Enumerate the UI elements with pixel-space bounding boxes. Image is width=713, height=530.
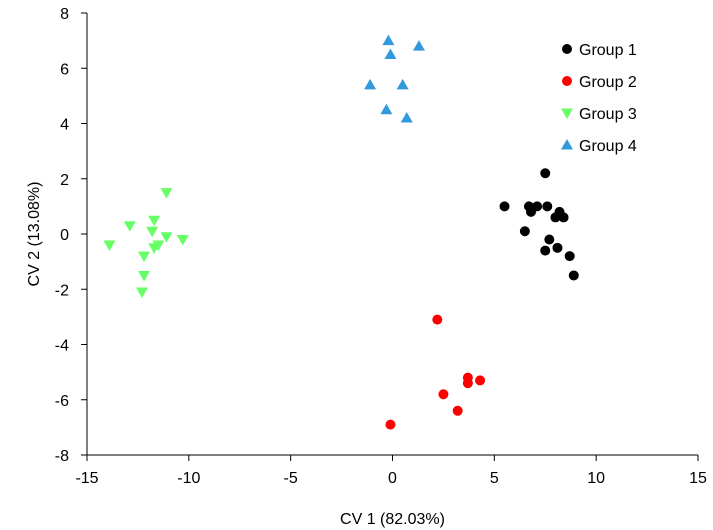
data-point-group-2 (385, 419, 396, 430)
legend-label-group-4: Group 4 (579, 138, 637, 155)
data-point-group-3 (123, 221, 136, 232)
data-point-group-3 (146, 226, 159, 238)
data-point-group-3 (138, 251, 151, 263)
data-point-group-3 (176, 235, 189, 246)
data-point-group-3 (160, 188, 173, 199)
data-point-group-3 (148, 243, 161, 254)
data-points (103, 34, 579, 430)
data-point-group-2 (438, 389, 449, 400)
y-axis-title: CV 2 (13.08%) (26, 182, 43, 287)
legend: Group 1 Group 2 Group 3 Group 4 (561, 42, 637, 155)
data-point-group-4 (384, 48, 397, 59)
data-point-group-1 (552, 242, 563, 253)
y-tick-label: 4 (60, 117, 69, 134)
data-point-group-2 (475, 375, 486, 386)
data-point-group-4 (412, 40, 425, 51)
x-axis-title: CV 1 (82.03%) (340, 511, 445, 528)
data-point-group-2 (452, 405, 463, 416)
data-point-group-4 (380, 103, 393, 115)
y-tick-label: -6 (55, 393, 69, 410)
data-point-group-3 (103, 240, 116, 252)
data-point-group-1 (564, 251, 575, 262)
y-tick-label: 0 (60, 227, 69, 244)
x-tick-label: 15 (689, 470, 707, 487)
y-tick-label: -8 (55, 448, 69, 465)
x-tick-label: 5 (490, 470, 499, 487)
data-point-group-2 (432, 314, 443, 325)
y-tick-label: 6 (60, 61, 69, 78)
data-point-group-2 (462, 378, 473, 389)
y-tick-label: 2 (60, 172, 69, 189)
x-tick-label: -10 (177, 470, 200, 487)
legend-marker-group-3 (561, 108, 573, 119)
y-tick-label: -2 (55, 282, 69, 299)
data-point-group-4 (400, 111, 413, 123)
data-point-group-1 (540, 168, 551, 179)
data-point-group-1 (568, 270, 579, 281)
data-point-group-1 (544, 234, 555, 245)
legend-marker-group-2 (562, 76, 572, 86)
legend-marker-group-4 (561, 139, 573, 150)
data-point-group-4 (364, 78, 377, 90)
data-point-group-1 (525, 206, 536, 217)
legend-label-group-2: Group 2 (579, 74, 637, 91)
data-point-group-1 (519, 226, 530, 237)
data-point-group-1 (558, 212, 569, 223)
data-point-group-3 (148, 215, 161, 227)
data-point-group-3 (138, 270, 151, 282)
x-tick-label: 10 (587, 470, 605, 487)
data-point-group-3 (160, 232, 173, 243)
legend-label-group-3: Group 3 (579, 106, 637, 123)
y-axis-ticks: -8 -6 -4 -2 0 2 4 6 8 (55, 6, 87, 465)
x-axis-ticks: -15 -10 -5 0 5 10 15 (75, 455, 707, 487)
data-point-group-1 (499, 201, 510, 212)
data-point-group-4 (396, 78, 409, 90)
data-point-group-1 (540, 245, 551, 256)
x-tick-label: -15 (75, 470, 98, 487)
legend-label-group-1: Group 1 (579, 42, 637, 59)
x-tick-label: 0 (388, 470, 397, 487)
y-tick-label: 8 (60, 6, 69, 23)
x-tick-label: -5 (284, 470, 298, 487)
data-point-group-4 (382, 34, 395, 46)
y-tick-label: -4 (55, 338, 69, 355)
data-point-group-3 (135, 287, 148, 299)
legend-marker-group-1 (562, 44, 572, 54)
data-point-group-1 (550, 212, 561, 223)
data-point-group-1 (542, 201, 553, 212)
